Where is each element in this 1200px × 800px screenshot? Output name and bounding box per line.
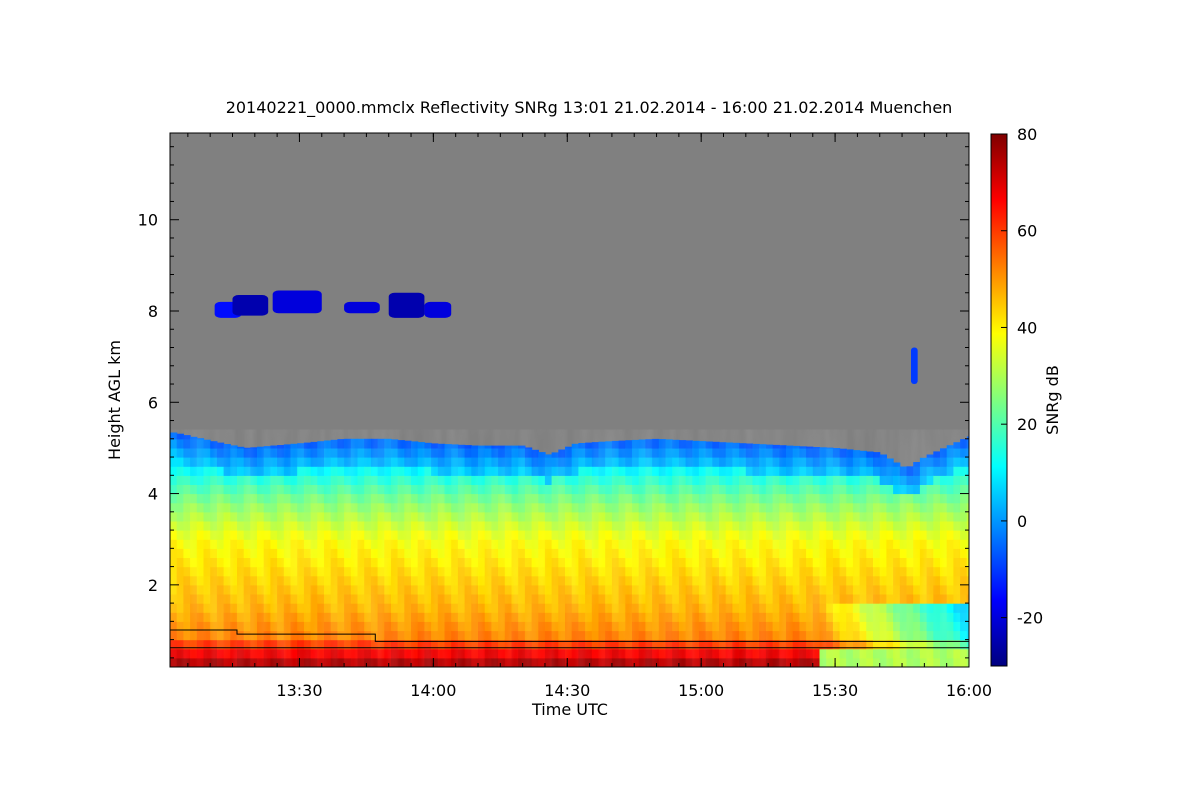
- upper-cloud-patch: [388, 292, 425, 318]
- x-tick-label: 13:30: [276, 681, 322, 700]
- overlay-line: [170, 629, 969, 642]
- fall-streak-texture: [170, 429, 969, 667]
- y-tick-label: 10: [138, 211, 158, 230]
- y-axis: 2 4 6 8 10: [138, 146, 969, 659]
- colorbar-label: SNRg dB: [1043, 365, 1062, 435]
- colorbar-tick-label: -20: [1017, 609, 1043, 628]
- colorbar-ticks: -20 0 20 40 60 80: [1001, 125, 1043, 628]
- colorbar: -20 0 20 40 60 80: [990, 125, 1043, 667]
- y-tick-label: 6: [148, 393, 158, 412]
- x-axis: 13:30 14:00 14:30 15:00 15:30 16:00: [187, 133, 992, 700]
- upper-cloud-patch: [232, 295, 269, 316]
- y-axis-label: Height AGL km: [105, 340, 124, 460]
- colorbar-tick-label: 80: [1017, 125, 1037, 144]
- x-tick-label: 15:30: [812, 681, 858, 700]
- x-tick-label: 15:00: [678, 681, 724, 700]
- isolated-echo: [910, 347, 918, 385]
- x-axis-label: Time UTC: [531, 700, 608, 719]
- plot-frame: [169, 132, 970, 668]
- overlay-lines: [170, 629, 969, 649]
- x-tick-label: 16:00: [946, 681, 992, 700]
- colorbar-tick-label: 20: [1017, 415, 1037, 434]
- x-tick-label: 14:30: [544, 681, 590, 700]
- chart-title: 20140221_0000.mmclx Reflectivity SNRg 13…: [226, 98, 953, 118]
- y-tick-label: 2: [148, 576, 158, 595]
- upper-cloud-patch: [424, 301, 452, 318]
- upper-cloud-patch: [272, 290, 322, 314]
- colorbar-tick-label: 0: [1017, 512, 1027, 531]
- y-tick-label: 8: [148, 302, 158, 321]
- upper-cloud-patch: [344, 301, 380, 314]
- x-tick-label: 14:00: [410, 681, 456, 700]
- colorbar-scale: [990, 133, 1008, 667]
- colorbar-tick-label: 60: [1017, 222, 1037, 241]
- echo-layer: [170, 290, 969, 667]
- y-tick-label: 4: [148, 485, 158, 504]
- colorbar-tick-label: 40: [1017, 318, 1037, 337]
- plot-area: 13:30 14:00 14:30 15:00 15:30 16:00 2 4 6 8 10: [138, 132, 992, 700]
